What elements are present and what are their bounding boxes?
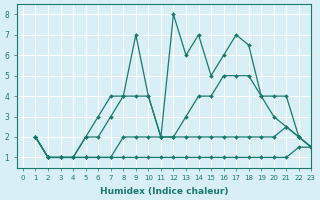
X-axis label: Humidex (Indice chaleur): Humidex (Indice chaleur) bbox=[100, 187, 228, 196]
